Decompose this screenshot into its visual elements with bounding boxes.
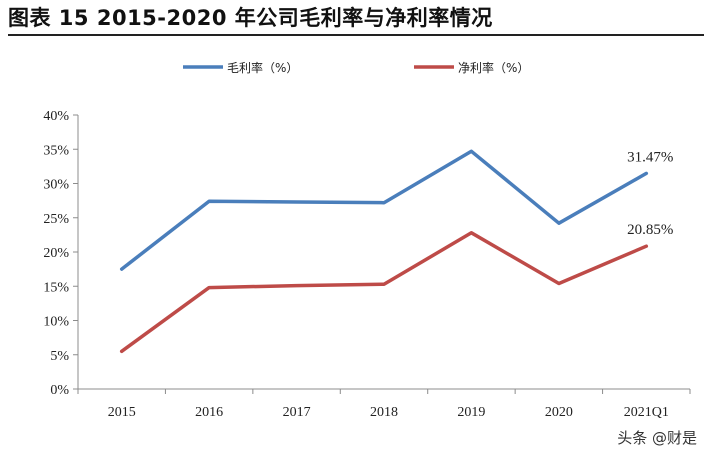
y-tick-label: 35% [43, 143, 69, 158]
legend-label: 净利率（%） [458, 60, 529, 75]
y-tick-label: 30% [43, 178, 69, 193]
series-line-gross-margin [119, 149, 649, 271]
title-divider [8, 34, 704, 36]
y-tick-label: 20% [43, 246, 69, 261]
x-tick-label: 2018 [370, 405, 398, 420]
chart-data-labels: 31.47% 20.85% [627, 149, 673, 238]
x-tick-label: 2015 [108, 405, 136, 420]
chart-legend: 毛利率（%） 净利率（%） [183, 60, 529, 75]
page-title: 图表 15 2015-2020 年公司毛利率与净利率情况 [8, 6, 493, 30]
y-tick-label: 15% [43, 280, 69, 295]
chart-axes: 0% 5% 10% 15% 20% 25% 30% 35% 40% 2015 2016 2017 201… [43, 109, 691, 420]
series-line-net-margin [119, 231, 649, 354]
x-tick-label: 2020 [545, 405, 573, 420]
x-tick-label: 2019 [457, 405, 485, 420]
y-tick-label: 5% [50, 349, 69, 364]
x-tick-label: 2017 [283, 405, 311, 420]
watermark: 头条 @财是 [617, 429, 697, 447]
chart-series [119, 149, 649, 354]
y-tick-label: 0% [50, 383, 69, 398]
y-tick-label: 25% [43, 212, 69, 227]
legend-label: 毛利率（%） [227, 60, 298, 75]
y-tick-label: 10% [43, 315, 69, 330]
data-label: 20.85% [627, 222, 673, 238]
x-tick-label: 2016 [195, 405, 223, 420]
x-tick-label: 2021Q1 [624, 405, 669, 420]
data-label: 31.47% [627, 149, 673, 165]
y-tick-label: 40% [43, 109, 69, 124]
